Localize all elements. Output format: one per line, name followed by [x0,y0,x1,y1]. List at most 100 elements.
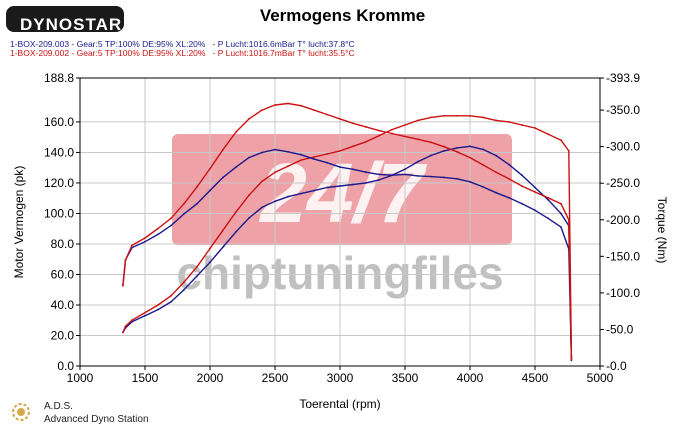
data-point [495,154,497,157]
series-line-3 [122,148,573,361]
data-point [482,116,484,119]
data-point [144,237,146,239]
data-point [183,213,185,215]
data-point [313,189,315,192]
data-point [326,161,328,164]
data-point [534,186,536,189]
data-point [404,124,406,126]
ads-subtitle: Advanced Dyno Station [44,414,149,425]
y-right-tick-label: -393.9 [606,71,640,85]
data-point [508,121,510,123]
data-point [261,206,263,209]
data-point [547,217,549,220]
data-point [521,174,523,177]
series-line-1 [122,145,573,359]
data-point [560,202,562,205]
run-info-1: 1-BOX-209.003 - Gear:5 TP:100% DE:95% XL… [10,39,355,49]
data-point [313,158,315,161]
data-point [209,247,211,250]
data-point [287,195,289,198]
data-point [222,229,224,232]
data-point [157,227,159,230]
data-point [365,171,367,174]
data-point [326,186,328,189]
series-line-2 [122,115,573,357]
data-point [124,259,127,261]
data-point [482,164,484,166]
data-point [570,357,573,360]
data-point [183,281,185,283]
data-point [495,171,497,174]
data-point [339,185,341,187]
ads-brand: A.D.S. [44,401,73,412]
data-point [248,194,250,197]
data-point [352,145,354,148]
data-point [443,150,445,152]
x-tick-label: 1000 [67,371,94,385]
data-point [352,122,354,125]
y-right-tick-label: -200.0 [606,213,640,227]
data-point [521,202,523,205]
data-point [235,211,237,213]
data-point [122,284,124,287]
data-point [170,217,172,220]
y-tick-label: 60.0 [51,267,75,281]
data-point [209,189,211,192]
data-point [235,166,237,169]
data-point [248,217,250,219]
data-point [222,176,224,179]
dynostar-logo: DYNOSTAR [6,6,124,34]
data-point [417,160,419,163]
data-point [300,159,302,162]
x-tick-label: 4500 [522,371,549,385]
data-point [469,180,471,183]
data-point [482,186,484,188]
data-point [469,145,471,148]
data-point [469,156,471,159]
y-tick-label: 160.0 [44,115,74,129]
data-point [261,109,263,111]
data-point [287,150,289,153]
data-point [261,180,263,183]
data-point [235,230,237,233]
data-point [417,175,419,177]
y-tick-label: 120.0 [44,176,74,190]
data-point [365,140,367,143]
data-point [560,226,562,229]
y-tick-label: 20.0 [51,328,75,342]
data-point [248,118,250,120]
data-point [157,233,159,236]
data-point [339,118,341,120]
x-tick-label: 5000 [587,371,614,385]
data-point [443,145,445,148]
data-point [495,191,497,194]
y-right-tick-label: -150.0 [606,249,640,263]
watermark-red-block [172,134,512,245]
data-point [417,119,419,122]
data-point [521,124,523,126]
data-point [300,153,302,156]
x-tick-label: 1500 [132,371,159,385]
x-tick-label: 4000 [457,371,484,385]
data-point [378,179,380,181]
data-point [352,183,354,186]
data-point [378,129,380,132]
data-point [443,114,445,117]
data-point [287,102,289,105]
y-tick-label: 40.0 [51,298,75,312]
y-tick-label: 80.0 [51,237,75,251]
data-point [508,196,510,199]
data-point [274,104,276,106]
data-point [183,288,185,291]
data-point [443,176,445,179]
data-point [222,148,224,151]
chart-axes: 1000 1500 2000 2500 3000 3500 4000 4500 5000 0.0 2… [44,71,640,385]
data-point [300,104,302,107]
data-point [326,113,328,116]
data-point [430,175,432,178]
data-point [196,202,198,205]
data-point [131,319,133,322]
x-tick-label: 2500 [262,371,289,385]
data-point [287,165,289,168]
